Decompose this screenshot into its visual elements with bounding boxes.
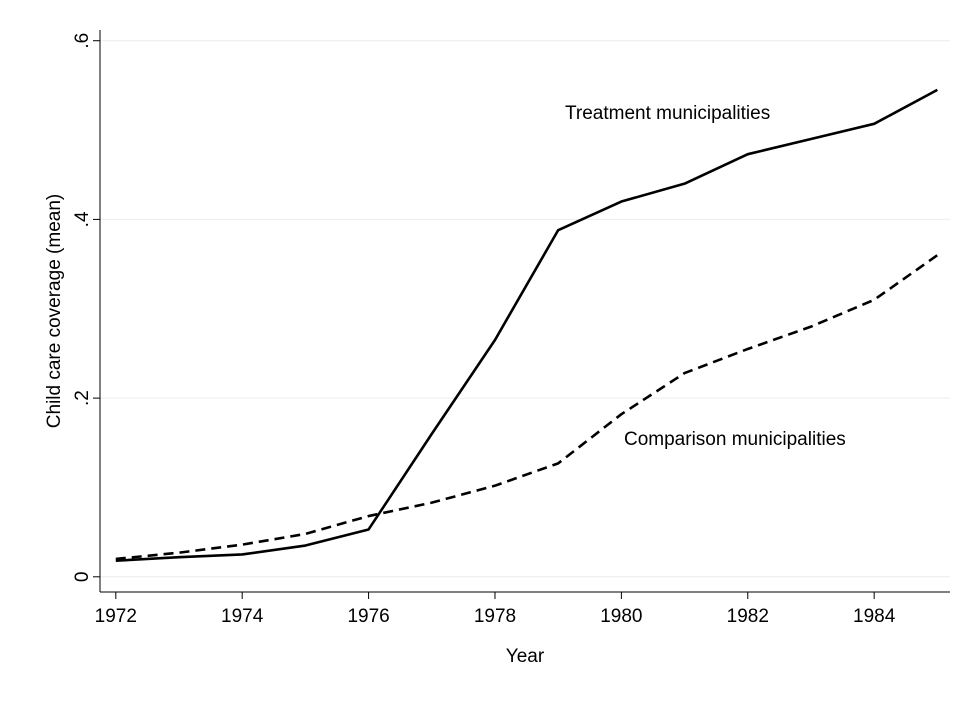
y-tick-label: .6	[72, 33, 93, 49]
y-axis-title: Child care coverage (mean)	[44, 194, 65, 428]
y-tick-label: 0	[72, 572, 93, 583]
x-tick-label: 1976	[347, 606, 389, 627]
x-tick-label: 1984	[853, 606, 896, 627]
x-tick-label: 1972	[95, 606, 137, 627]
x-tick-label: 1980	[600, 606, 642, 627]
x-axis-title: Year	[506, 646, 545, 667]
x-tick-label: 1974	[221, 606, 264, 627]
series-label: Comparison municipalities	[624, 429, 846, 450]
y-tick-label: .2	[72, 390, 93, 406]
x-tick-label: 1978	[474, 606, 516, 627]
series-line	[115, 254, 939, 561]
series-line	[115, 88, 938, 563]
y-tick-label: .4	[72, 211, 93, 227]
series-label: Treatment municipalities	[565, 103, 770, 124]
x-tick-label: 1982	[727, 606, 769, 627]
